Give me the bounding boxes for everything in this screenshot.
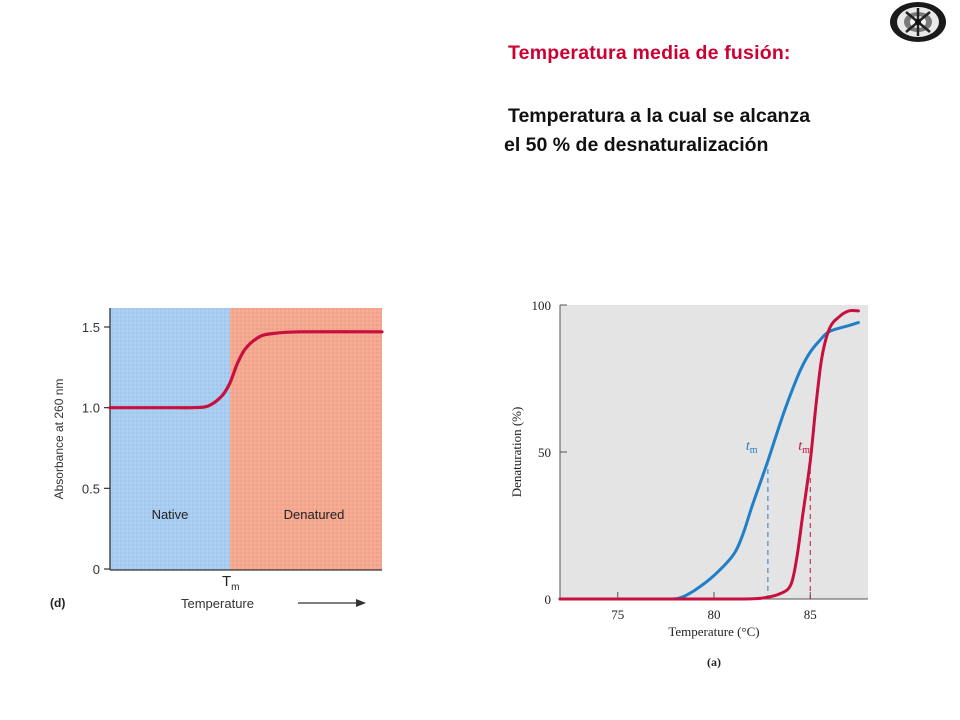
y-tick-label: 1.5: [82, 320, 100, 335]
y-axis-label: Absorbance at 260 nm: [52, 379, 66, 500]
definition-line-2: el 50 % de desnaturalización: [504, 134, 769, 156]
arrow-head-icon: [356, 599, 366, 607]
x-tick-label: 85: [804, 607, 817, 622]
native-region: [110, 308, 230, 570]
x-tick-label: 80: [708, 607, 721, 622]
tm-label: Tm: [222, 573, 240, 593]
plot-area: [560, 305, 868, 599]
tm-label: tm: [798, 439, 810, 456]
definition-text: Temperatura a la cual se alcanza el 50 %…: [504, 102, 811, 160]
denatured-label: Denatured: [284, 507, 345, 522]
y-tick-label: 0.5: [82, 481, 100, 496]
x-axis-label: Temperature: [181, 596, 254, 611]
panel-label-d: (d): [50, 596, 65, 610]
y-tick-label: 100: [532, 298, 552, 313]
absorbance-curve: [108, 330, 384, 410]
blue-denaturation-curve: [558, 321, 860, 601]
y-tick-label: 0: [545, 592, 552, 607]
y-tick-label: 1.0: [82, 401, 100, 416]
denatured-region: [230, 308, 382, 570]
y-axis-label: Denaturation (%): [509, 407, 524, 498]
y-tick-label: 50: [538, 445, 551, 460]
x-axis-label: Temperature (°C): [668, 624, 759, 639]
slide-heading: Temperatura media de fusión:: [508, 42, 791, 64]
y-tick-label: 0: [93, 562, 100, 577]
panel-label-a: (a): [707, 655, 721, 669]
dna-logo-icon: [890, 2, 946, 42]
definition-line-1: Temperatura a la cual se alcanza: [508, 105, 811, 127]
x-tick-label: 75: [611, 607, 624, 622]
tm-label: tm: [746, 439, 758, 456]
red-denaturation-curve: [558, 308, 860, 601]
native-label: Native: [152, 507, 189, 522]
